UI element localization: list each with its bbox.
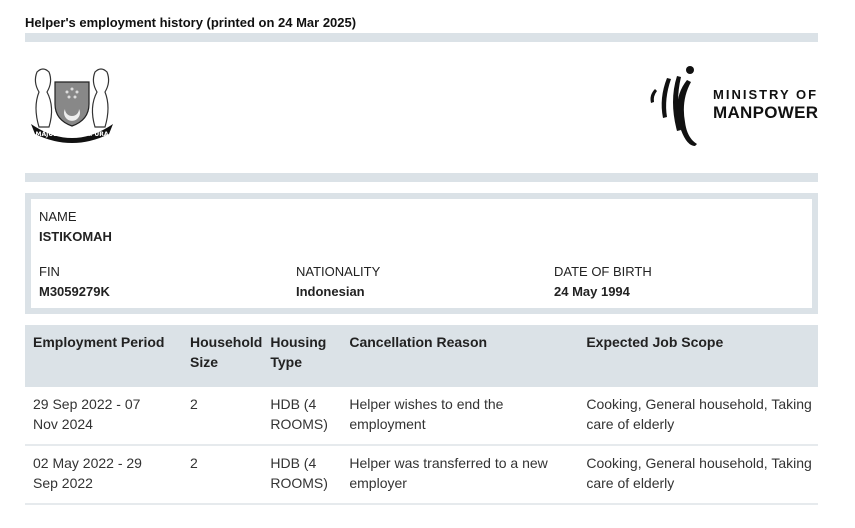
divider-bar <box>25 33 818 42</box>
dob-value: 24 May 1994 <box>554 284 630 299</box>
cell-housing: HDB (4 ROOMS) <box>262 387 342 446</box>
ministry-of-manpower-logo: MINISTRY OF MANPOWER <box>645 64 820 149</box>
header-household-size: Household Size <box>182 325 263 387</box>
helper-info-card: NAME ISTIKOMAH FIN M3059279K NATIONALITY… <box>25 193 818 314</box>
fin-value: M3059279K <box>39 284 110 299</box>
cell-scope: Cooking, General household, Taking care … <box>578 445 818 505</box>
cell-reason: Helper wishes to end the employment <box>341 387 579 446</box>
name-label: NAME <box>39 209 77 224</box>
cell-period: 29 Sep 2022 - 07 Nov 2024 <box>25 387 182 446</box>
divider-bar <box>25 173 818 182</box>
cell-household: 2 <box>182 387 263 446</box>
table-header-row: Employment Period Household Size Housing… <box>25 325 818 387</box>
dob-field: DATE OF BIRTH 24 May 1994 <box>554 262 652 302</box>
nationality-field: NATIONALITY Indonesian <box>296 262 380 302</box>
fin-field: FIN M3059279K <box>39 262 110 302</box>
header-employment-period: Employment Period <box>25 325 182 387</box>
header-job-scope: Expected Job Scope <box>578 325 818 387</box>
header-housing-type: Housing Type <box>262 325 342 387</box>
mom-figure-icon <box>650 66 697 146</box>
header-cancellation-reason: Cancellation Reason <box>341 325 579 387</box>
nationality-value: Indonesian <box>296 284 365 299</box>
ministry-line1: MINISTRY OF <box>713 87 819 102</box>
dob-label: DATE OF BIRTH <box>554 264 652 279</box>
table-row: 02 May 2022 - 29 Sep 2022 2 HDB (4 ROOMS… <box>25 445 818 505</box>
name-value: ISTIKOMAH <box>39 229 112 244</box>
fin-label: FIN <box>39 264 60 279</box>
cell-period: 02 May 2022 - 29 Sep 2022 <box>25 445 182 505</box>
cell-reason: Helper was transferred to a new employer <box>341 445 579 505</box>
name-field: NAME ISTIKOMAH <box>39 207 112 247</box>
nationality-label: NATIONALITY <box>296 264 381 279</box>
crest-motto: MAJULAH SINGAPURA <box>36 131 109 138</box>
cell-scope: Cooking, General household, Taking care … <box>578 387 818 446</box>
singapore-crest-logo: MAJULAH SINGAPURA <box>31 68 113 143</box>
ministry-line2: MANPOWER <box>713 103 819 122</box>
cell-household: 2 <box>182 445 263 505</box>
employment-history-table: Employment Period Household Size Housing… <box>25 325 818 505</box>
page-title: Helper's employment history (printed on … <box>25 15 357 30</box>
table-row: 29 Sep 2022 - 07 Nov 2024 2 HDB (4 ROOMS… <box>25 387 818 446</box>
cell-housing: HDB (4 ROOMS) <box>262 445 342 505</box>
